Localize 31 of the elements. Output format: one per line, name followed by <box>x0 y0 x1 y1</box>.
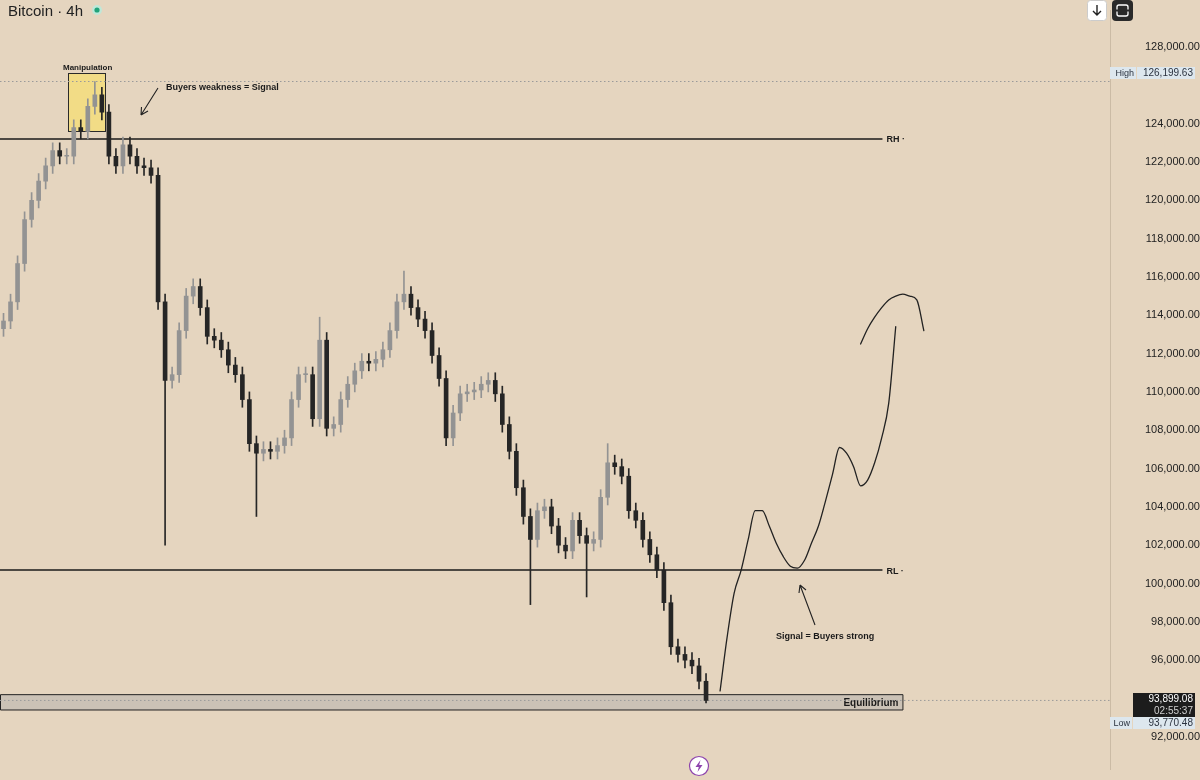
y-tick-label: 112,000.00 <box>1145 346 1200 359</box>
text: 93,899.08 <box>1133 693 1195 705</box>
line-series <box>859 293 925 345</box>
ref-line-label: RL · <box>886 565 904 576</box>
ref-line-label: RH · <box>886 134 905 145</box>
annotation: Signal = Buyers strong <box>776 631 875 641</box>
chart-title: Bitcoin · 4h <box>8 2 84 19</box>
y-tick-label: 110,000.00 <box>1145 384 1200 397</box>
y-tick-label: 96,000.00 <box>1151 653 1200 666</box>
band-label: Equilibrium <box>843 697 899 709</box>
y-tick-label: 102,000.00 <box>1144 538 1200 551</box>
y-tick-label: 114,000.00 <box>1145 308 1200 321</box>
y-tick-label: 120,000.00 <box>1144 193 1200 206</box>
y-tick-label: 98,000.00 <box>1151 614 1200 627</box>
y-tick-label: 128,000.00 <box>1144 40 1200 53</box>
text: 126,199.63 <box>1137 67 1195 79</box>
y-tick-label: 124,000.00 <box>1144 116 1200 129</box>
text: Low <box>1110 717 1132 729</box>
y-tick-label: 106,000.00 <box>1144 461 1200 474</box>
text: 93,770.48 <box>1133 717 1195 729</box>
y-tick-label: 104,000.00 <box>1144 499 1200 512</box>
y-tick-label: 116,000.00 <box>1145 269 1200 282</box>
annotation: Buyers weakness = Signal <box>166 82 279 92</box>
y-tick-label: 108,000.00 <box>1144 423 1200 436</box>
y-tick-label: 118,000.00 <box>1145 231 1200 244</box>
y-tick-label: 100,000.00 <box>1144 576 1200 589</box>
y-tick-label: 122,000.00 <box>1144 155 1200 168</box>
annotation: Manipulation <box>63 63 113 72</box>
text: High <box>1110 67 1136 79</box>
text: 02:55:37 <box>1133 705 1195 717</box>
y-tick-label: 92,000.00 <box>1151 729 1200 742</box>
